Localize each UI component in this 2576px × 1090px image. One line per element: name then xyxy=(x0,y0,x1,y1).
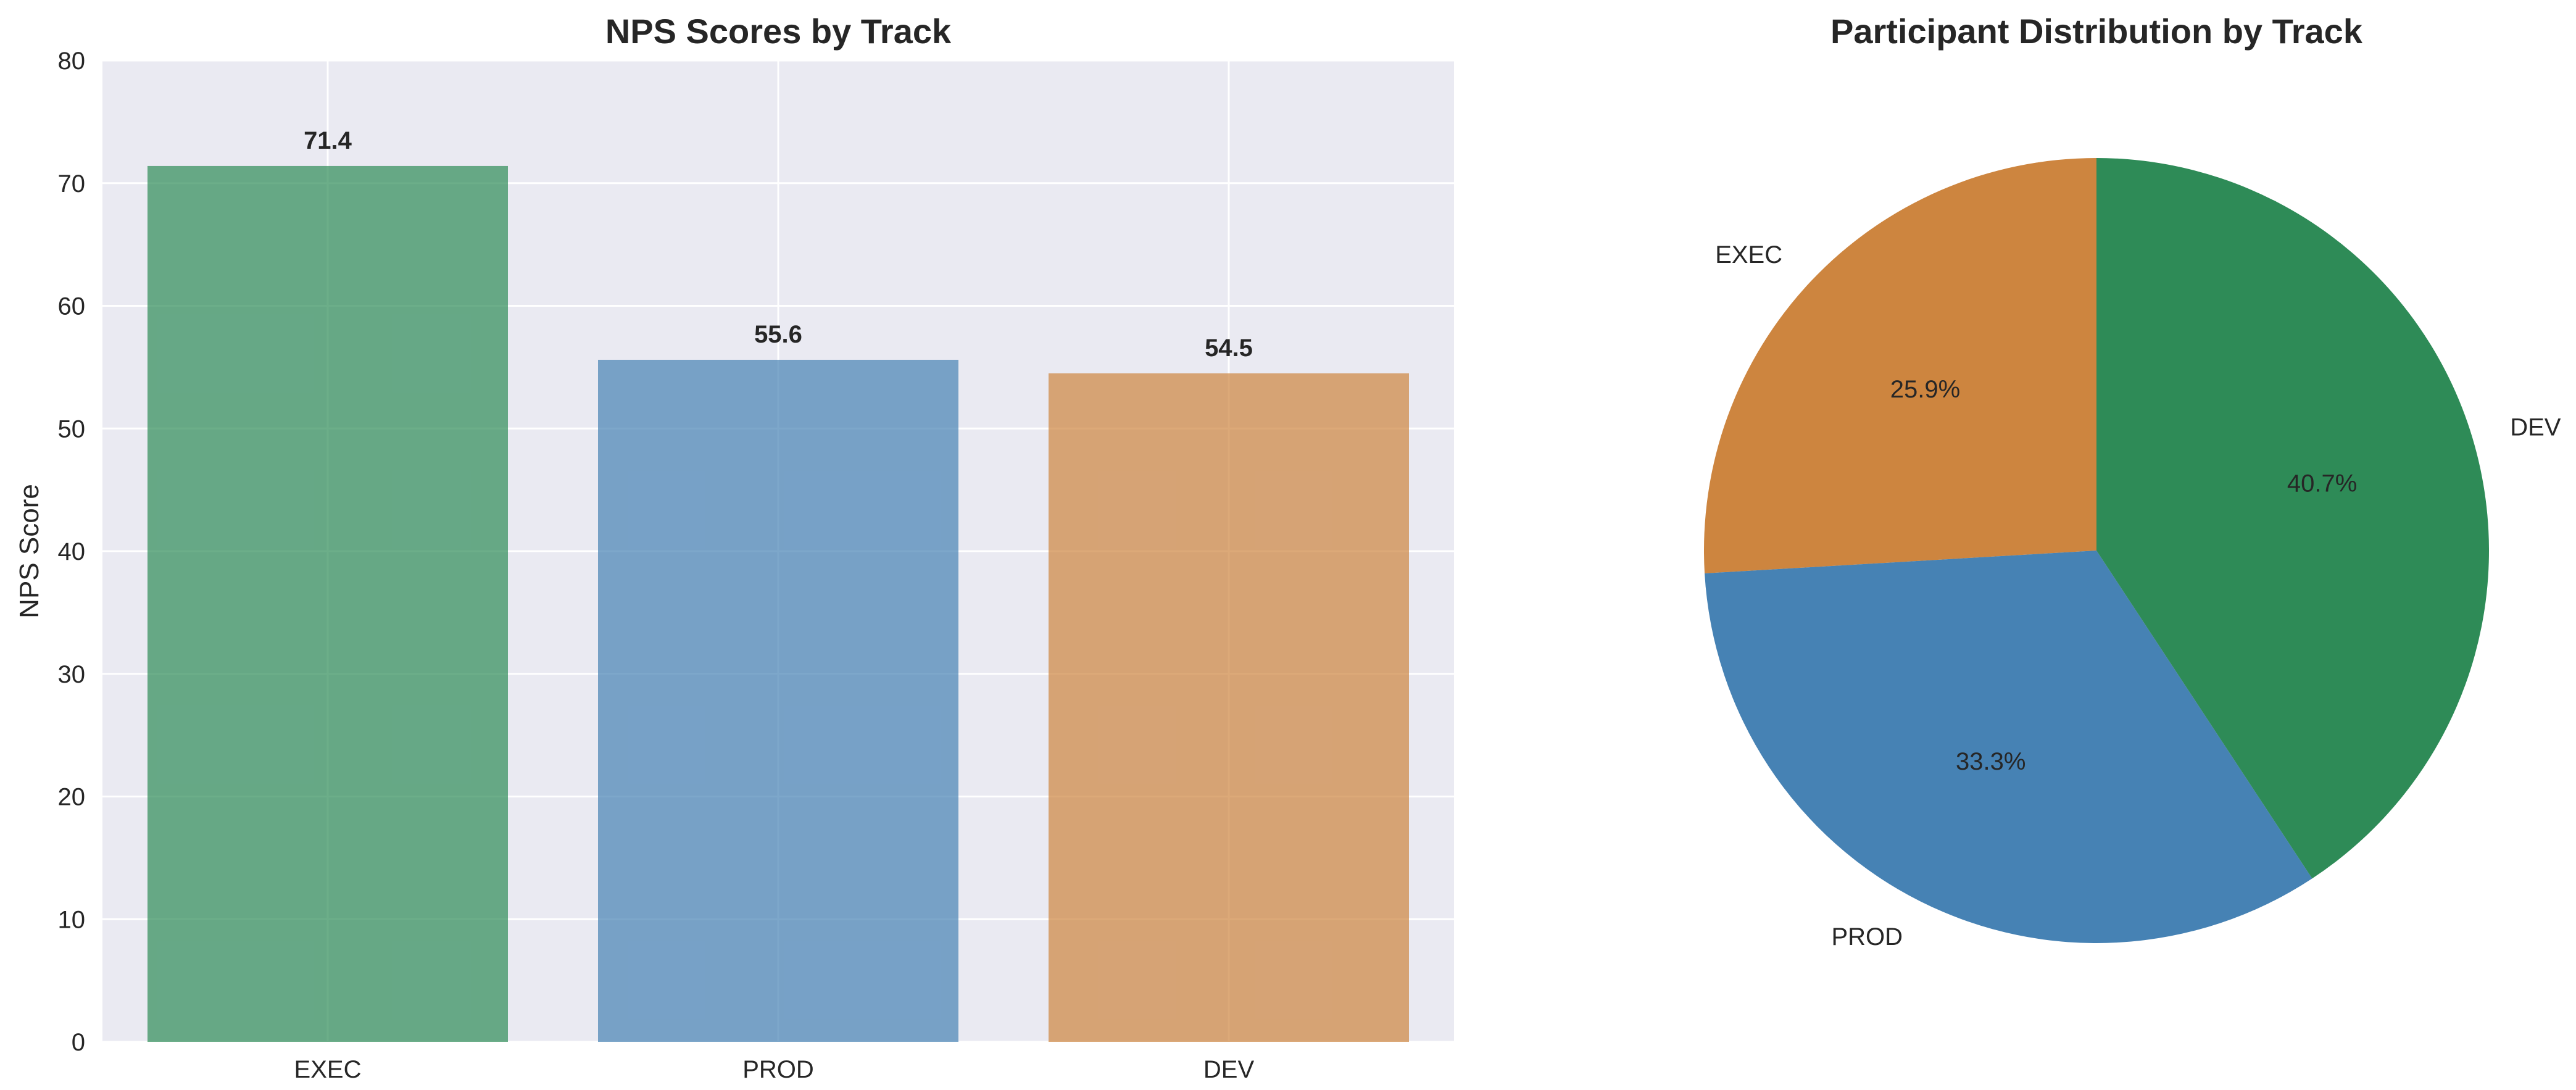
bar-value-label: 71.4 xyxy=(304,127,352,154)
bar-exec xyxy=(147,165,508,1042)
pie-percent-label: 33.3% xyxy=(1956,748,2025,775)
x-tick-label: EXEC xyxy=(294,1056,362,1083)
bar-bars xyxy=(147,165,1409,1042)
bar-y-tick-labels: 0 10 20 30 40 50 60 70 80 xyxy=(58,48,86,1056)
pie-percent-label: 25.9% xyxy=(1890,376,1960,403)
y-tick-label: 50 xyxy=(58,415,86,443)
bar-prod xyxy=(598,359,958,1042)
pie-category-label: PROD xyxy=(1831,923,1903,951)
y-tick-label: 80 xyxy=(58,48,86,75)
pie-chart-title: Participant Distribution by Track xyxy=(1830,12,2363,51)
x-tick-label: DEV xyxy=(1203,1056,1255,1083)
pie-percent-labels: 25.9% 33.3% 40.7% xyxy=(1890,376,2358,775)
y-tick-label: 10 xyxy=(58,906,86,933)
y-tick-label: 30 xyxy=(58,661,86,688)
pie-slices xyxy=(1704,157,2489,943)
pie-slice-prod xyxy=(1705,551,2312,943)
bar-chart: 71.4 55.6 54.5 0 10 20 30 40 50 60 70 80 EXEC PROD D… xyxy=(14,12,1454,1083)
bar-value-label: 55.6 xyxy=(754,321,802,348)
y-tick-label: 20 xyxy=(58,784,86,811)
bar-x-tick-labels: EXEC PROD DEV xyxy=(294,1056,1255,1083)
pie-slice-exec xyxy=(1704,158,2096,573)
bar-y-axis-label: NPS Score xyxy=(14,484,44,618)
x-tick-label: PROD xyxy=(742,1056,814,1083)
pie-category-label: DEV xyxy=(2510,414,2561,441)
y-tick-label: 70 xyxy=(58,170,86,198)
pie-category-labels: EXEC PROD DEV xyxy=(1715,241,2561,951)
y-tick-label: 0 xyxy=(72,1029,85,1056)
pie-chart: 25.9% 33.3% 40.7% EXEC PROD DEV Participant … xyxy=(1704,12,2561,951)
pie-slice-dev xyxy=(2096,157,2489,879)
bar-chart-title: NPS Scores by Track xyxy=(605,12,952,51)
bar-value-label: 54.5 xyxy=(1205,335,1253,362)
bar-value-labels: 71.4 55.6 54.5 xyxy=(304,127,1253,362)
pie-percent-label: 40.7% xyxy=(2287,470,2357,497)
y-tick-label: 40 xyxy=(58,538,86,565)
bar-dev xyxy=(1049,373,1409,1042)
y-tick-label: 60 xyxy=(58,293,86,320)
pie-category-label: EXEC xyxy=(1715,241,1782,268)
